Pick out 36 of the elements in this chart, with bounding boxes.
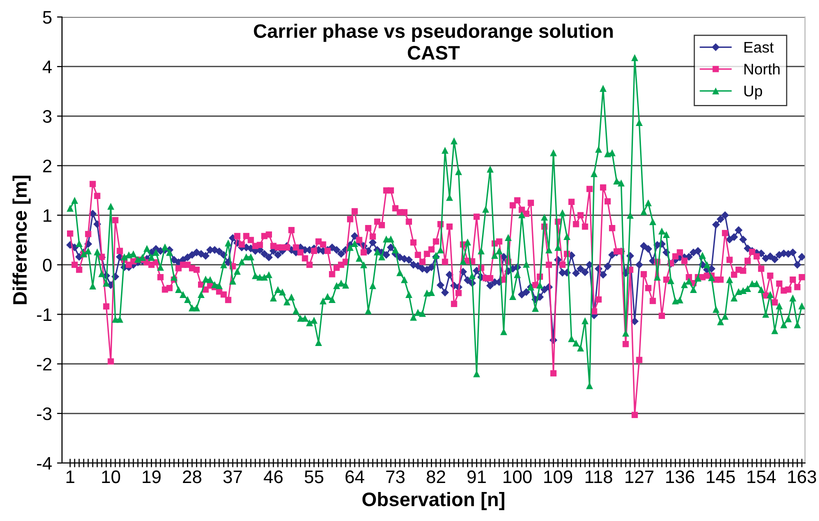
y-tick-label: -1: [37, 308, 52, 321]
x-tick-label: 118: [586, 470, 612, 484]
y-tick-label: 4: [42, 60, 52, 74]
x-tick-label: 73: [386, 470, 405, 484]
x-tick-label: 154: [748, 470, 776, 484]
y-tick-label: 3: [42, 110, 52, 123]
y-tick-label: 0: [42, 258, 52, 272]
x-axis-title: Observation [n]: [362, 492, 504, 510]
text: CAST: [408, 46, 460, 60]
y-axis-title: Difference [m]: [12, 176, 31, 304]
x-tick-label: 127: [626, 470, 654, 484]
y-tick-label: 2: [43, 160, 52, 172]
x-tick-label: 55: [304, 470, 324, 484]
y-tick-label: 1: [44, 209, 52, 222]
x-tick-label: 91: [467, 470, 486, 484]
x-tick-label: 10: [102, 470, 120, 484]
legend-label: North: [744, 63, 780, 75]
y-tick-label: -4: [37, 457, 52, 470]
x-tick-label: 46: [264, 470, 283, 484]
x-tick-label: 1: [66, 470, 74, 484]
y-tick-label: -2: [37, 358, 52, 370]
x-tick-label: 163: [788, 470, 816, 484]
chart-title: Carrier phase vs pseudorange solution: [254, 24, 613, 42]
x-tick-label: 64: [346, 470, 364, 484]
y-tick-label: -3: [37, 407, 52, 420]
y-tick-label: 5: [42, 11, 52, 24]
x-tick-label: 136: [666, 470, 694, 484]
x-tick-label: 19: [142, 470, 161, 484]
x-tick-label: 28: [182, 470, 202, 484]
legend-label: Up: [744, 86, 762, 100]
x-tick-label: 100: [504, 470, 532, 484]
x-tick-label: 37: [223, 470, 242, 484]
x-tick-label: 82: [426, 470, 446, 484]
x-tick-label: 145: [706, 470, 735, 484]
x-tick-label: 109: [544, 470, 572, 484]
legend-label: East: [744, 42, 774, 53]
